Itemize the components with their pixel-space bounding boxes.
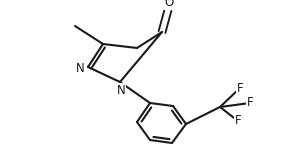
Text: N: N [76, 63, 85, 76]
Text: F: F [247, 96, 253, 109]
Text: N: N [117, 84, 125, 97]
Text: O: O [164, 0, 174, 9]
Text: F: F [237, 81, 243, 95]
Text: F: F [235, 115, 241, 128]
